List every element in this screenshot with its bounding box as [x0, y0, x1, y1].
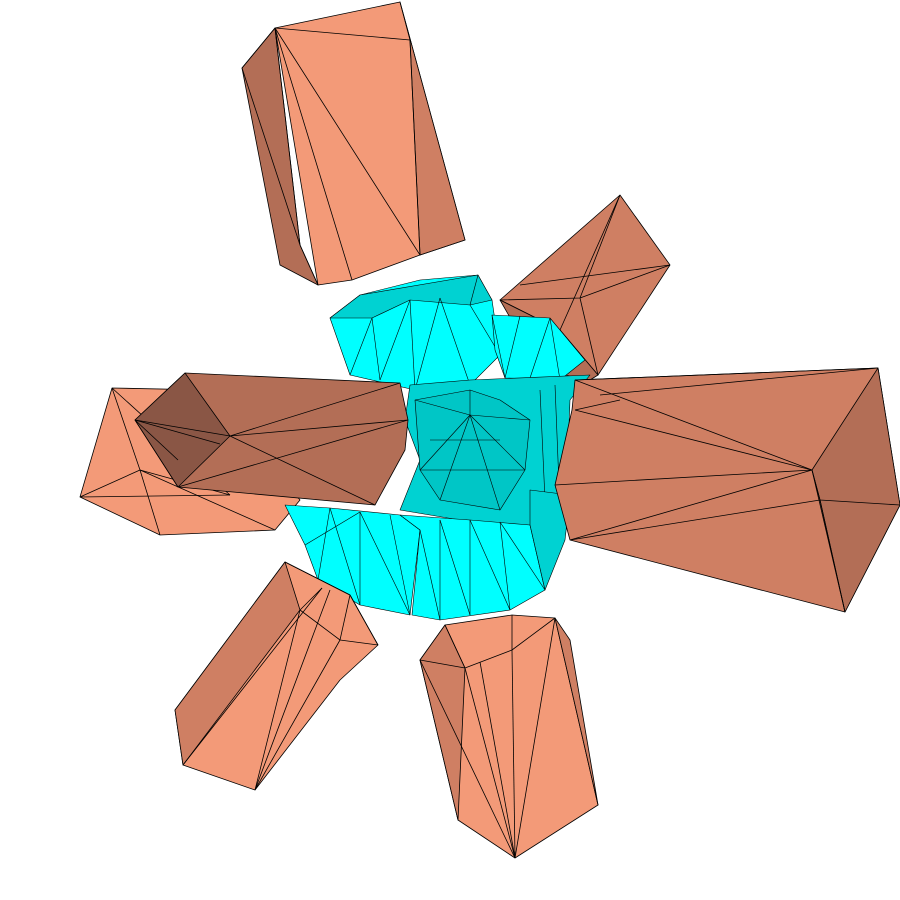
left-prism-front [134, 372, 409, 506]
right-long-prism [554, 367, 900, 613]
lower-left-prism [174, 561, 379, 791]
central-cyan-core [284, 274, 591, 621]
lower-center-prism [419, 614, 599, 859]
top-prism [241, 1, 466, 286]
